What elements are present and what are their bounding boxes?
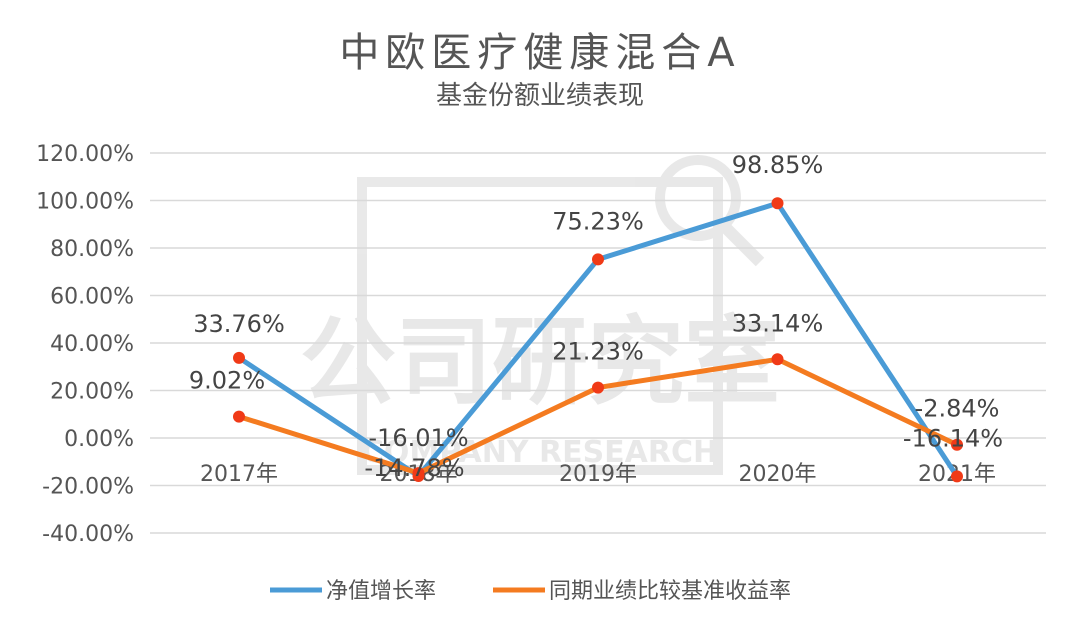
data-label: 75.23% — [552, 207, 644, 235]
data-point-marker — [951, 470, 963, 483]
data-point-markers — [233, 197, 963, 483]
data-point-marker — [412, 467, 425, 480]
data-label: 9.02% — [189, 367, 265, 395]
legend-label: 同期业绩比较基准收益率 — [549, 579, 791, 604]
data-point-marker — [771, 197, 784, 210]
x-tick-label: 2019年 — [559, 462, 637, 487]
y-tick-label: 120.00% — [36, 142, 134, 167]
watermark-logo: 公司研究室 COMPANY RESEARCH — [300, 155, 780, 475]
legend-label: 净值增长率 — [326, 579, 436, 604]
y-tick-label: 40.00% — [50, 332, 134, 357]
y-tick-label: -40.00% — [42, 522, 134, 547]
y-tick-label: 60.00% — [50, 285, 134, 310]
x-tick-label: 2017年 — [200, 462, 278, 487]
data-label: 33.14% — [732, 309, 824, 337]
data-label: -16.14% — [903, 424, 1003, 452]
data-point-marker — [233, 351, 245, 364]
chart-title: 中欧医疗健康混合A — [339, 30, 740, 76]
data-point-marker — [233, 410, 245, 423]
legend: 净值增长率 同期业绩比较基准收益率 — [270, 579, 791, 604]
y-tick-label: 100.00% — [36, 190, 134, 215]
data-label: -16.01% — [368, 424, 468, 452]
data-point-marker — [592, 253, 604, 266]
x-tick-label: 2020年 — [739, 462, 817, 487]
y-tick-label: 20.00% — [50, 380, 134, 405]
data-label: 33.76% — [193, 310, 285, 338]
y-tick-label: -20.00% — [42, 475, 134, 500]
watermark-text: 公司研究室 — [300, 306, 780, 418]
data-point-marker — [592, 381, 604, 394]
chart-subtitle: 基金份额业绩表现 — [436, 81, 644, 111]
y-axis-tick-labels: 120.00% 100.00% 80.00% 60.00% 40.00% 20.00% 0.… — [36, 142, 134, 547]
data-point-marker — [771, 353, 784, 366]
y-tick-label: 0.00% — [64, 427, 134, 452]
data-label: 98.85% — [732, 151, 824, 179]
data-label: 21.23% — [552, 338, 644, 366]
data-point-marker — [951, 438, 963, 451]
data-label: -2.84% — [915, 395, 1000, 423]
watermark-subtext: COMPANY RESEARCH — [362, 435, 718, 470]
y-tick-label: 80.00% — [50, 237, 134, 262]
data-label: -14.78% — [364, 454, 464, 482]
data-labels: 33.76% -16.01% 75.23% 98.85% -16.14% 9.02% -14… — [189, 151, 1003, 482]
